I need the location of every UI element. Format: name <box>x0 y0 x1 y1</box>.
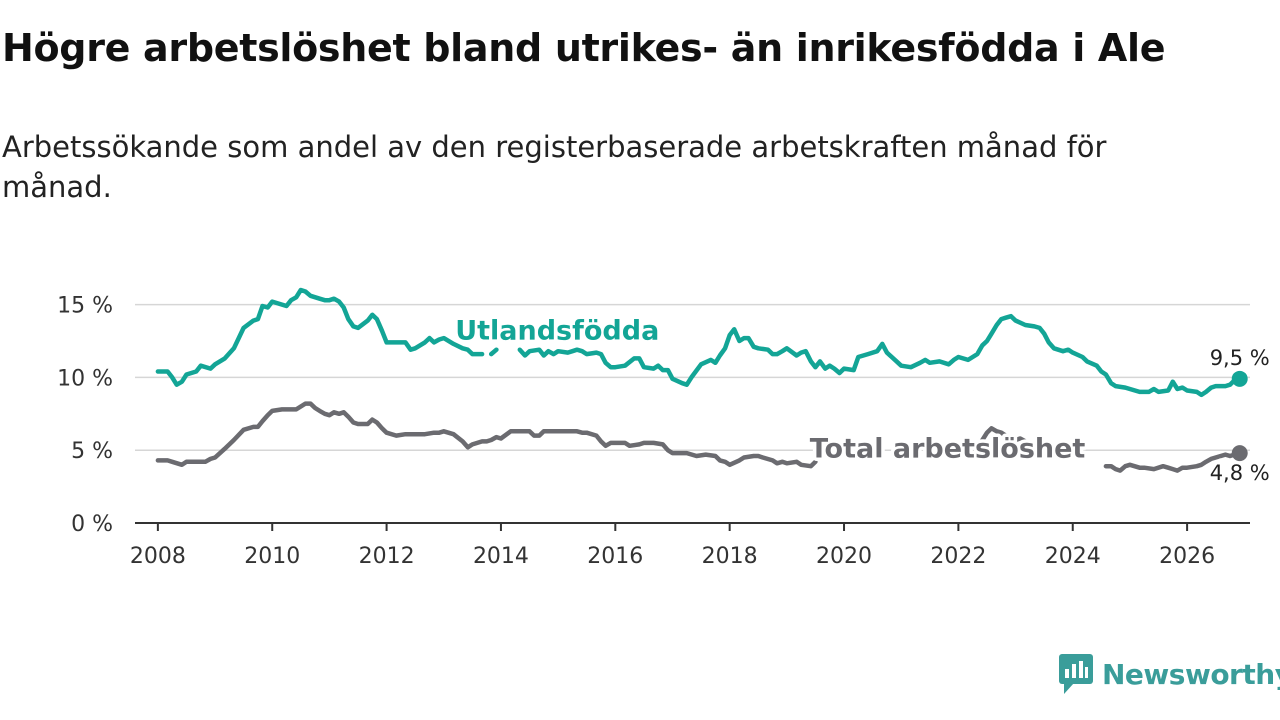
series-end-markers: 9,5 % 4,8 % <box>1207 343 1272 487</box>
end-marker-total <box>1231 445 1248 462</box>
y-tick-label: 15 % <box>57 294 113 319</box>
x-tick-label: 2010 <box>244 544 300 569</box>
series-label-utlandsfodda: Utlandsfödda <box>455 316 659 347</box>
x-tick-label: 2014 <box>473 544 529 569</box>
chart-title: Högre arbetslöshet bland utrikes- än inr… <box>2 26 1166 70</box>
chart-subtitle: Arbetssökande som andel av den registerb… <box>2 130 1107 204</box>
y-tick-label: 10 % <box>57 366 113 391</box>
end-value-label-utlandsfodda: 9,5 % <box>1210 346 1270 370</box>
end-value-label-total: 4,8 % <box>1210 461 1270 485</box>
series-annotations: Utlandsfödda Total arbetslöshet <box>452 312 1089 468</box>
x-tick-label: 2016 <box>587 544 643 569</box>
newsworthy-logo-text: Newsworthy <box>1102 657 1280 691</box>
x-tick-label: 2020 <box>816 544 872 569</box>
newsworthy-logo: Newsworthy <box>1058 652 1280 696</box>
x-tick-label: 2008 <box>130 544 186 569</box>
y-axis-ticks: 0 % 5 % 10 % 15 % <box>57 294 113 537</box>
x-tick-label: 2012 <box>359 544 415 569</box>
x-tick-label: 2022 <box>930 544 986 569</box>
x-tick-label: 2018 <box>702 544 758 569</box>
x-axis-ticks: 2008 2010 2012 2014 2016 2018 2020 2022 2024 2026 <box>130 523 1215 569</box>
y-tick-label: 5 % <box>71 439 113 464</box>
series-lines <box>155 287 1242 473</box>
series-line-utlandsfodda <box>155 287 1242 398</box>
series-label-total: Total arbetslöshet <box>810 433 1086 464</box>
end-marker-utlandsfodda <box>1231 370 1248 387</box>
y-tick-label: 0 % <box>71 512 113 537</box>
series-line-total <box>155 401 1242 473</box>
newsworthy-logo-icon <box>1059 654 1093 694</box>
x-tick-label: 2026 <box>1159 544 1215 569</box>
x-tick-label: 2024 <box>1045 544 1101 569</box>
